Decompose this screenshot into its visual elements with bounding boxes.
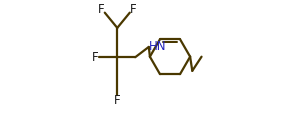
Text: F: F xyxy=(130,3,136,16)
Text: F: F xyxy=(114,94,121,107)
Text: HN: HN xyxy=(149,40,167,53)
Text: F: F xyxy=(98,3,105,16)
Text: F: F xyxy=(92,51,98,64)
